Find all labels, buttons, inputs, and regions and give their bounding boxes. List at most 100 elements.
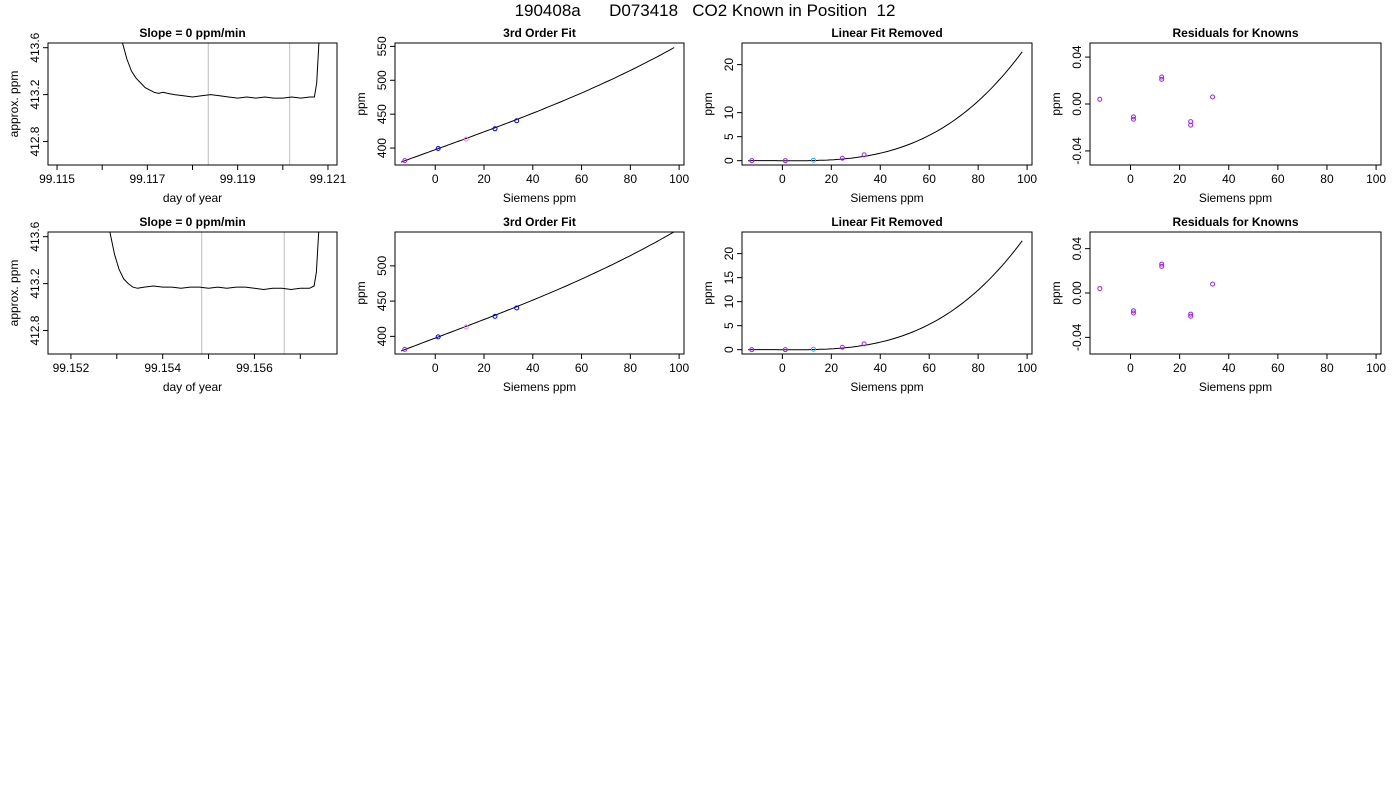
y-axis-label: ppm xyxy=(354,281,368,304)
y-tick-label: 412.8 xyxy=(28,315,42,345)
chart-title: Residuals for Knowns xyxy=(1172,26,1298,40)
chart-title: Slope = 0 ppm/min xyxy=(139,215,245,229)
y-tick-label: 550 xyxy=(375,36,389,56)
data-point xyxy=(810,346,816,352)
x-tick-label: 99.115 xyxy=(39,172,75,186)
x-tick-label: 100 xyxy=(1366,361,1386,375)
y-tick-label: 0.00 xyxy=(1070,92,1084,116)
x-tick-label: 100 xyxy=(669,172,689,186)
plot-frame xyxy=(47,231,338,355)
y-axis-label: ppm xyxy=(701,281,715,304)
chart-panel-5: Slope = 0 ppm/min 99.152 99.154 99.156 412.8… xyxy=(7,215,338,394)
data-point xyxy=(492,126,498,132)
x-tick-label: 20 xyxy=(477,361,491,375)
y-tick-label: 450 xyxy=(375,291,389,311)
chart-title: 3rd Order Fit xyxy=(503,26,576,40)
chart-panel-7: Linear Fit Removed 0 20 40 60 80 100 0 5 10 15 20 Si… xyxy=(701,215,1037,394)
x-tick-label: 99.119 xyxy=(220,172,256,186)
y-tick-label: -0.04 xyxy=(1070,323,1084,351)
plot-area xyxy=(400,232,675,352)
data-point xyxy=(435,334,441,340)
y-axis-label: ppm xyxy=(1049,281,1063,304)
data-trace xyxy=(109,232,320,291)
x-tick-label: 99.121 xyxy=(310,172,347,186)
fit-curve xyxy=(748,240,1023,351)
x-tick-label: 20 xyxy=(825,172,839,186)
x-tick-label: 40 xyxy=(1222,172,1236,186)
x-tick-label: 80 xyxy=(971,361,985,375)
x-tick-label: 20 xyxy=(477,172,491,186)
plot-frame xyxy=(741,42,1033,166)
plot-area xyxy=(1097,261,1216,319)
y-tick-label: 20 xyxy=(722,247,736,261)
y-tick-label: 500 xyxy=(375,70,389,90)
chart-panel-1: Slope = 0 ppm/min 99.115 99.117 99.119 99.12… xyxy=(7,26,347,205)
x-tick-label: 100 xyxy=(1017,172,1037,186)
data-point xyxy=(1159,261,1165,267)
chart-panel-3: Linear Fit Removed 0 20 40 60 80 100 0 5 10 20 Siem… xyxy=(701,26,1037,205)
x-tick-label: 20 xyxy=(1173,361,1187,375)
y-tick-label: 10 xyxy=(722,295,736,309)
chart-panel-8: Residuals for Knowns 0 20 40 60 80 100 -0.04 0.0… xyxy=(1049,215,1386,394)
data-point xyxy=(1097,286,1103,292)
y-tick-label: 400 xyxy=(375,138,389,158)
x-axis-label: Siemens ppm xyxy=(1199,380,1272,394)
data-point xyxy=(402,158,408,164)
chart-title: Linear Fit Removed xyxy=(831,26,942,40)
x-tick-label: 0 xyxy=(1127,361,1134,375)
data-trace xyxy=(122,43,320,99)
fit-curve xyxy=(400,232,675,352)
data-point xyxy=(861,152,867,158)
x-axis-label: Siemens ppm xyxy=(503,380,576,394)
chart-panel-2: 3rd Order Fit 0 20 40 60 80 100 400 450 500 550 Sie… xyxy=(354,26,689,205)
data-point xyxy=(749,158,755,164)
chart-title: Residuals for Knowns xyxy=(1172,215,1298,229)
x-tick-label: 80 xyxy=(971,172,985,186)
y-tick-label: 400 xyxy=(375,326,389,346)
y-axis-label: approx. ppm xyxy=(7,71,21,138)
x-tick-label: 99.154 xyxy=(144,361,181,375)
x-axis-label: Siemens ppm xyxy=(1199,191,1272,205)
data-point xyxy=(514,305,520,311)
plot-area xyxy=(122,43,320,99)
plot-area xyxy=(1097,74,1216,128)
y-axis-label: ppm xyxy=(701,92,715,115)
data-point xyxy=(514,118,520,124)
x-tick-label: 60 xyxy=(1271,172,1285,186)
plot-frame xyxy=(1089,42,1382,166)
data-point xyxy=(1097,96,1103,102)
data-point xyxy=(839,155,845,161)
x-tick-label: 100 xyxy=(669,361,689,375)
plot-area xyxy=(109,232,320,291)
data-point xyxy=(1210,281,1216,287)
chart-title: 3rd Order Fit xyxy=(503,215,576,229)
x-tick-label: 40 xyxy=(874,172,888,186)
data-point xyxy=(402,346,408,352)
plot-area xyxy=(748,51,1023,164)
x-tick-label: 0 xyxy=(779,172,786,186)
data-point xyxy=(1159,76,1165,82)
data-point xyxy=(463,324,469,330)
data-point xyxy=(1159,74,1165,80)
x-tick-label: 0 xyxy=(432,361,439,375)
y-axis-label: approx. ppm xyxy=(7,260,21,327)
data-point xyxy=(1188,122,1194,128)
chart-title: Slope = 0 ppm/min xyxy=(139,26,245,40)
chart-title: Linear Fit Removed xyxy=(831,215,942,229)
x-tick-label: 80 xyxy=(624,172,638,186)
x-tick-label: 20 xyxy=(825,361,839,375)
x-tick-label: 99.152 xyxy=(53,361,90,375)
plot-area xyxy=(748,240,1023,353)
x-tick-label: 0 xyxy=(1127,172,1134,186)
data-point xyxy=(1130,116,1136,122)
x-axis-label: Siemens ppm xyxy=(850,380,923,394)
y-tick-label: 0.00 xyxy=(1070,281,1084,305)
y-tick-label: 0 xyxy=(722,157,736,164)
x-axis-label: Siemens ppm xyxy=(850,191,923,205)
data-point xyxy=(749,347,755,353)
x-tick-label: 60 xyxy=(575,361,589,375)
y-tick-label: 0.04 xyxy=(1070,45,1084,69)
y-tick-label: 413.2 xyxy=(28,79,42,109)
x-tick-label: 40 xyxy=(874,361,888,375)
